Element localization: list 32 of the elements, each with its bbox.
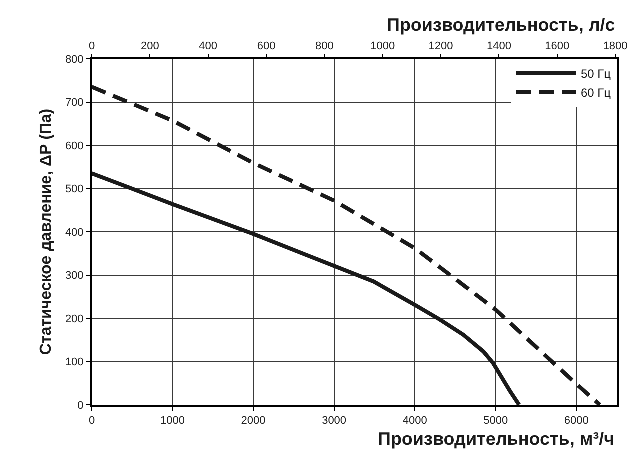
x-tick-label: 4000: [402, 415, 428, 428]
x2-tick-label: 800: [316, 40, 334, 53]
y-tick-label: 800: [65, 54, 84, 66]
x2-tick-label: 1400: [486, 40, 512, 53]
y-tick-label: 500: [65, 184, 84, 196]
line-series: [92, 172, 522, 405]
x2-tick-label: 600: [257, 40, 276, 53]
x2-tick-label: 1600: [545, 40, 570, 53]
y-tick-label: 300: [65, 270, 84, 282]
y-tick-label: 600: [65, 140, 84, 152]
x-tick-label: 2000: [241, 415, 266, 428]
x-tick-label: 6000: [564, 415, 589, 428]
y-tick-label: 200: [65, 313, 84, 326]
y-tick-label: 100: [65, 356, 84, 369]
x2-tick-label: 200: [140, 40, 160, 53]
x2-tick-label: 0: [88, 40, 96, 53]
y-tick-label: 700: [65, 97, 84, 110]
x2-axis-title: Производительность, л/с: [387, 15, 616, 35]
x2-tick-label: 400: [199, 40, 218, 53]
legend-label: 60 Гц: [581, 86, 612, 100]
x-tick-label: 5000: [484, 415, 508, 428]
legend-label: 50 Гц: [581, 67, 612, 82]
x2-tick-label: 1200: [428, 40, 454, 53]
x2-tick-label: 1800: [603, 40, 628, 53]
x2-tick-label: 1000: [370, 40, 396, 53]
x-tick-label: 3000: [322, 415, 347, 428]
x-tick-label: 0: [88, 415, 96, 428]
x-axis-title: Производительность, м³/ч: [378, 429, 615, 449]
y-axis-title: Статическое давление, ΔР (Па): [38, 108, 55, 356]
y-tick-label: 0: [78, 400, 84, 412]
x-tick-label: 1000: [160, 415, 186, 428]
y-tick-label: 400: [65, 226, 84, 239]
